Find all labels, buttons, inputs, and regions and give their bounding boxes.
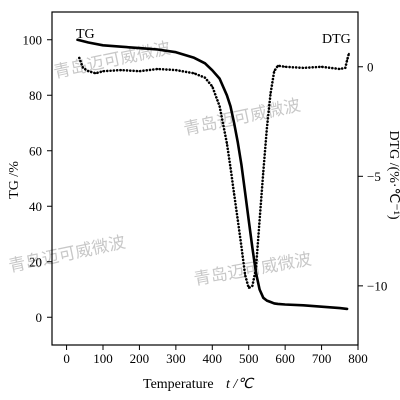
data-point-dtg [233, 192, 236, 195]
data-point-dtg [204, 76, 206, 79]
ticks: 0 100 200 300 400 500 600 700 800 0 20 40 60 80 100 0 −5… [23, 32, 388, 366]
data-point-tg [269, 301, 272, 303]
data-point-tg [320, 305, 323, 308]
watermark-text: 青岛迈可威微波 [182, 96, 303, 140]
y-tick-label: 100 [23, 32, 43, 47]
x-tick-label: 100 [93, 351, 113, 366]
labels: TG DTG Temperature t /℃ TG /% DTG /(%·℃⁻¹) [7, 27, 400, 392]
x-tick-label: 200 [130, 351, 150, 366]
data-point-tg [244, 191, 247, 194]
data-point-tg [76, 38, 79, 41]
y-tick-label: 40 [29, 199, 42, 214]
data-point-tg [211, 69, 214, 72]
series-label-dtg: DTG [322, 32, 351, 47]
axes [51, 11, 359, 346]
data-point-tg [266, 299, 268, 302]
data-point-dtg [78, 57, 81, 59]
data-point-tg [258, 288, 261, 291]
data-point-tg [262, 296, 265, 299]
data-point-tg [120, 45, 123, 48]
data-point-tg [247, 219, 250, 222]
data-point-tg [175, 51, 177, 54]
x-axis-title: Temperature [143, 377, 214, 392]
x-tick-label: 400 [203, 351, 223, 366]
y-right-axis-title: DTG /(%·℃⁻¹) [386, 130, 400, 219]
data-point-tg [346, 308, 348, 310]
x-tick-label: 300 [166, 351, 186, 366]
data-point-dtg [247, 287, 250, 289]
data-point-dtg [348, 52, 350, 55]
data-point-tg [204, 62, 206, 65]
data-point-dtg [302, 67, 305, 69]
data-point-tg [233, 122, 236, 124]
series-label-tg: TG [76, 27, 95, 42]
data-point-tg [193, 56, 196, 59]
data-point-dtg [229, 166, 232, 169]
data-point-dtg [226, 142, 228, 145]
data-point-dtg [262, 171, 265, 173]
data-point-dtg [94, 72, 97, 75]
watermark-text: 青岛迈可威微波 [7, 233, 128, 277]
data-point-dtg [211, 85, 214, 88]
data-point-dtg [269, 92, 272, 94]
data-point-tg [251, 247, 254, 249]
x-tick-label: 600 [275, 351, 295, 366]
data-point-dtg [344, 67, 347, 69]
x-tick-label: 500 [239, 351, 259, 366]
x-tick-label: 0 [63, 351, 70, 366]
y-right-tick-label: −5 [367, 169, 381, 184]
data-point-dtg [138, 70, 141, 73]
data-point-dtg [87, 70, 90, 73]
data-point-dtg [244, 274, 247, 276]
data-point-dtg [175, 69, 177, 71]
y-tick-label: 80 [29, 88, 42, 103]
data-point-dtg [266, 127, 268, 129]
data-point-tg [302, 304, 305, 307]
y-tick-label: 60 [29, 143, 42, 158]
data-point-tg [240, 163, 243, 166]
y-tick-label: 0 [36, 310, 43, 325]
y-tick-label: 20 [29, 254, 42, 269]
data-point-tg [138, 47, 141, 49]
data-point-dtg [236, 219, 239, 222]
data-point-dtg [102, 70, 104, 73]
data-point-tg [87, 41, 90, 44]
y-right-tick-label: −10 [367, 278, 387, 293]
data-point-tg [284, 303, 286, 306]
data-point-dtg [218, 105, 221, 108]
data-point-tg [236, 141, 239, 144]
y-right-tick-label: 0 [367, 59, 374, 74]
y-axis-title: TG /% [7, 161, 22, 199]
data-point-dtg [255, 267, 257, 270]
data-point-dtg [240, 245, 243, 248]
data-point-dtg [273, 70, 276, 73]
data-point-tg [226, 94, 228, 97]
data-point-dtg [277, 64, 279, 67]
data-point-tg [156, 48, 159, 51]
data-point-dtg [82, 67, 84, 69]
x-axis-unit: t /℃ [226, 377, 255, 392]
data-point-dtg [251, 284, 254, 287]
data-point-dtg [284, 65, 286, 68]
plot-frame [51, 11, 359, 346]
data-point-tg [338, 307, 341, 309]
series-layer [76, 38, 351, 311]
data-point-dtg [320, 65, 323, 68]
data-point-dtg [156, 68, 159, 70]
data-point-dtg [120, 69, 123, 71]
data-point-tg [102, 44, 104, 47]
data-point-dtg [258, 219, 261, 222]
data-point-tg [273, 302, 276, 305]
data-point-tg [277, 303, 279, 305]
data-point-tg [229, 105, 232, 108]
data-point-dtg [338, 68, 341, 70]
data-point-dtg [193, 72, 196, 75]
data-point-tg [218, 77, 221, 80]
x-tick-label: 800 [348, 351, 368, 366]
x-tick-label: 700 [312, 351, 332, 366]
data-point-dtg [346, 59, 348, 62]
